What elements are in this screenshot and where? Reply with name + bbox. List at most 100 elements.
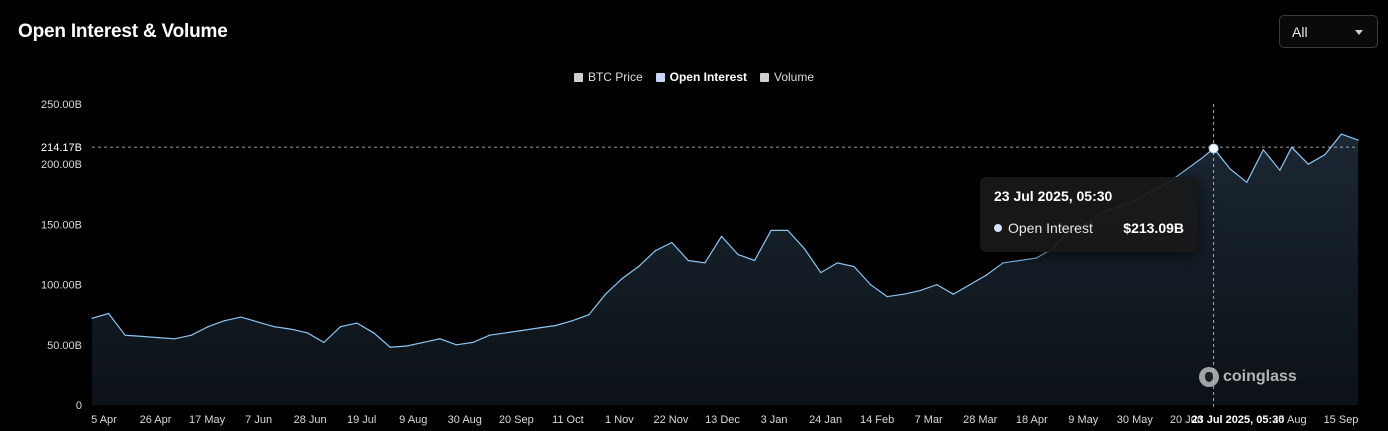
open-interest-point	[223, 320, 226, 322]
open-interest-point	[439, 338, 441, 340]
open-interest-point	[952, 293, 954, 295]
open-interest-point	[522, 329, 524, 331]
tooltip-series-label: Open Interest	[1008, 220, 1093, 236]
x-tick-label: 30 Aug	[448, 414, 482, 426]
y-tick-label: 0	[76, 400, 82, 412]
open-interest-point	[141, 335, 143, 337]
x-crosshair-label: 23 Jul 2025, 05:30	[1191, 414, 1284, 426]
tooltip-series-dot	[994, 224, 1002, 232]
tooltip-date: 23 Jul 2025, 05:30	[994, 188, 1113, 204]
open-interest-point	[389, 346, 391, 348]
open-interest-point	[687, 259, 689, 262]
y-tick-label: 150.00B	[41, 219, 82, 231]
legend-swatch-btc-price	[573, 72, 583, 82]
chart-legend: BTC Price Open Interest Volume	[0, 70, 1388, 84]
open-interest-point	[588, 314, 590, 316]
open-interest-point	[1279, 169, 1281, 171]
open-interest-point	[240, 316, 242, 318]
x-tick-label: 9 May	[1068, 414, 1098, 426]
range-select[interactable]: All	[1279, 15, 1378, 48]
open-interest-point	[488, 334, 491, 336]
plot-area	[91, 133, 1359, 405]
open-interest-point	[704, 262, 706, 264]
chevron-down-icon	[1355, 30, 1363, 35]
open-interest-point	[671, 241, 673, 244]
open-interest-point	[339, 326, 342, 328]
open-interest-point	[787, 229, 789, 232]
open-interest-point	[174, 338, 176, 340]
open-interest-point	[1201, 157, 1203, 159]
open-interest-point	[124, 334, 126, 336]
open-interest-point	[356, 322, 358, 324]
open-interest-point	[654, 250, 656, 252]
x-tick-label: 1 Nov	[605, 414, 634, 426]
open-interest-point	[1035, 257, 1037, 259]
open-interest-point	[1184, 169, 1186, 171]
open-interest-point	[1229, 168, 1231, 170]
open-interest-point	[505, 332, 507, 334]
y-tick-label: 200.00B	[41, 159, 82, 171]
x-tick-label: 30 May	[1117, 414, 1154, 426]
x-tick-label: 9 Aug	[399, 414, 427, 426]
open-interest-point	[903, 293, 905, 295]
x-tick-label: 25 Aug	[1272, 414, 1306, 426]
tooltip: 23 Jul 2025, 05:30 Open Interest $213.09…	[980, 177, 1198, 252]
y-crosshair-label: 214.17B	[41, 142, 82, 154]
open-interest-point	[372, 332, 375, 334]
x-tick-label: 20 Jun	[1170, 414, 1203, 426]
legend-item-open-interest[interactable]: Open Interest	[655, 70, 747, 84]
open-interest-point	[836, 262, 839, 264]
open-interest-point	[1262, 149, 1264, 151]
open-interest-point	[936, 284, 938, 286]
open-interest-point	[869, 284, 872, 286]
open-interest-point	[985, 274, 988, 276]
open-interest-point	[1340, 133, 1343, 135]
open-interest-point	[886, 296, 888, 298]
open-interest-point	[555, 324, 557, 327]
open-interest-point	[753, 259, 756, 262]
watermark: coinglass	[1199, 367, 1297, 387]
x-tick-label: 22 Nov	[654, 414, 689, 426]
x-axis: 5 Apr 26 Apr 17 May 7 Jun 28 Jun 19 Jul 9 Aug 3…	[91, 414, 1358, 426]
x-tick-label: 11 Oct	[552, 414, 584, 426]
y-axis: 250.00B 200.00B 150.00B 100.00B 50.00B 0	[41, 99, 82, 412]
legend-item-volume[interactable]: Volume	[760, 70, 814, 84]
x-tick-label: 28 Jun	[294, 414, 327, 426]
x-tick-label: 26 Apr	[140, 414, 172, 426]
coinglass-logo-icon	[1199, 367, 1219, 387]
y-tick-label: 50.00B	[47, 340, 82, 352]
hover-point-marker	[1208, 143, 1219, 154]
open-interest-point	[538, 327, 540, 329]
open-interest-point	[803, 247, 805, 250]
open-interest-point	[770, 229, 772, 232]
x-tick-label: 5 Apr	[91, 414, 117, 426]
legend-label: Volume	[774, 70, 815, 84]
open-interest-point	[91, 317, 93, 319]
crosshair: 214.17B	[41, 104, 1358, 409]
open-interest-point	[621, 277, 623, 280]
x-tick-label: 15 Sep	[1324, 414, 1359, 426]
x-tick-label: 19 Jul	[347, 414, 376, 426]
x-tick-label: 13 Dec	[705, 414, 740, 426]
open-interest-point	[604, 293, 607, 295]
open-interest-point	[190, 334, 192, 336]
legend-label: BTC Price	[587, 70, 643, 84]
open-interest-point	[853, 265, 855, 268]
open-interest-point	[737, 253, 739, 256]
open-interest-point	[406, 345, 408, 347]
legend-item-btc-price[interactable]: BTC Price	[573, 70, 643, 84]
open-interest-point	[571, 320, 573, 322]
open-interest-point	[455, 344, 458, 346]
x-tick-label: 18 Apr	[1016, 414, 1048, 426]
open-interest-point	[820, 271, 822, 274]
x-tick-label: 7 Mar	[915, 414, 943, 426]
legend-label: Open Interest	[669, 70, 747, 84]
y-tick-label: 100.00B	[41, 280, 82, 292]
open-interest-point	[1324, 153, 1326, 156]
open-interest-point	[422, 341, 424, 343]
open-interest-point	[107, 312, 110, 315]
open-interest-point	[306, 332, 308, 334]
open-interest-point	[290, 328, 292, 330]
